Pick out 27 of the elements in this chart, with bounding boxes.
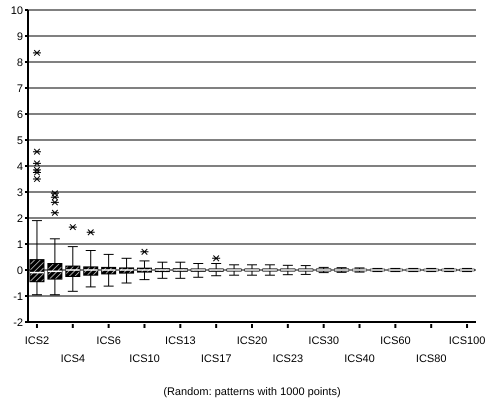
x-tick-label: ICS40 (344, 353, 375, 365)
y-tick-label: 8 (16, 56, 23, 69)
x-tick-label: ICS17 (200, 353, 232, 365)
y-tick-label: -2 (13, 316, 23, 329)
y-tick-label: 7 (16, 82, 23, 95)
x-tick-label: ICS80 (416, 353, 446, 365)
x-tick-label: ICS60 (380, 335, 411, 347)
y-tick-label: 5 (16, 134, 23, 147)
x-tick-label: ICS20 (236, 335, 268, 347)
y-tick-label: 10 (10, 4, 23, 17)
y-tick-label: 1 (16, 238, 23, 251)
x-tick-label: ICS100 (448, 335, 486, 347)
x-tick-label: ICS10 (129, 353, 160, 365)
x-tick-label: ICS6 (96, 335, 121, 347)
x-tick-label: ICS30 (308, 335, 339, 347)
y-tick-label: -1 (13, 290, 23, 303)
y-tick-label: 0 (16, 264, 23, 277)
y-tick-label: 6 (16, 108, 23, 121)
y-tick-label: 9 (16, 30, 23, 43)
x-axis-title: (Random: patterns with 1000 points) (163, 386, 341, 398)
y-tick-label: 4 (16, 160, 23, 173)
x-tick-label: ICS4 (60, 353, 86, 365)
y-tick-label: 3 (16, 186, 23, 199)
x-tick-label: ICS2 (24, 335, 50, 347)
y-tick-label: 2 (16, 212, 23, 225)
x-tick-label: ICS23 (272, 353, 304, 365)
x-tick-label: ICS13 (165, 335, 196, 347)
